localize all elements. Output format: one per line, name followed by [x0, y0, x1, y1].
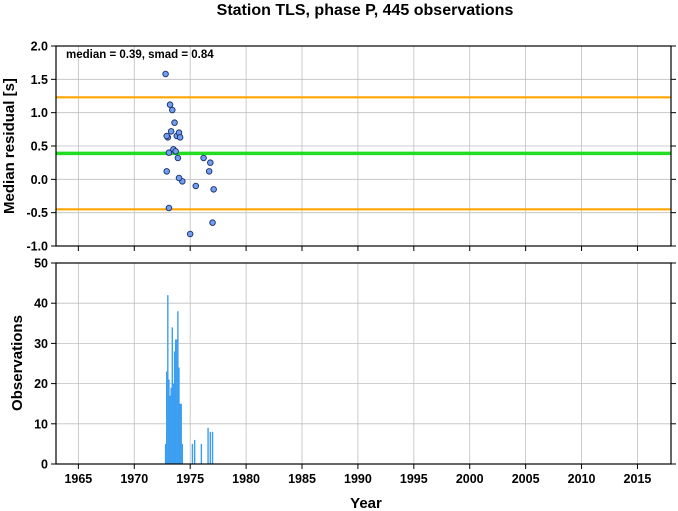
x-tick-label: 2000: [456, 472, 484, 486]
residual-point: [207, 159, 214, 166]
x-tick-label: 1980: [232, 472, 260, 486]
residual-y-tick-label: -1.0: [26, 240, 48, 254]
observations-bar: [173, 351, 176, 464]
residual-point: [166, 101, 174, 108]
x-tick-label: 1985: [288, 472, 316, 486]
observations-y-tick-label: 20: [34, 377, 48, 391]
residual-point: [165, 149, 173, 156]
observations-y-axis-label: Observations: [9, 315, 26, 411]
x-axis-label: Year: [350, 495, 382, 511]
residual-grid: [56, 45, 671, 247]
residual-y-tick-label: 0.5: [31, 140, 48, 154]
observations-bar: [167, 295, 169, 464]
observations-bar: [172, 383, 175, 464]
observations-plot-frame: [55, 262, 672, 465]
x-tick-label: 1965: [64, 472, 92, 486]
residual-point: [163, 168, 170, 175]
observations-bar: [193, 439, 196, 464]
observations-y-tick-label: 40: [34, 297, 48, 311]
observations-y-tick-label: 0: [41, 458, 48, 472]
observations-bars: [164, 295, 214, 464]
x-tick-label: 2010: [568, 472, 596, 486]
residual-point: [210, 186, 217, 193]
observations-y-tick-label: 30: [34, 337, 48, 351]
residual-y-tick-label: 1.5: [31, 73, 48, 87]
residual-point: [167, 128, 175, 135]
observations-bar: [209, 431, 212, 464]
observations-y-tick-label: 50: [34, 257, 48, 271]
residual-point: [175, 174, 183, 182]
observations-bar: [200, 443, 203, 464]
residual-point: [171, 119, 178, 126]
median-smad-annotation: median = 0.39, smad = 0.84: [66, 49, 214, 61]
residual-y-tick-label: 2.0: [31, 40, 48, 54]
x-tick-label: 2015: [624, 472, 652, 486]
x-tick-label: 1975: [176, 472, 204, 486]
chart-title: Station TLS, phase P, 445 observations: [217, 2, 514, 19]
observations-bar: [180, 403, 182, 464]
residual-y-tick-label: 1.0: [31, 106, 48, 120]
observations-y-tick-label: 10: [34, 417, 48, 431]
observations-bar: [164, 443, 167, 464]
observations-bar: [177, 311, 179, 464]
x-tick-label: 1970: [120, 472, 148, 486]
observations-grid: [56, 262, 671, 465]
observations-bar: [207, 427, 209, 464]
observations-bar: [166, 371, 168, 464]
x-tick-label: 1990: [344, 472, 372, 486]
residual-point: [165, 204, 173, 212]
observations-bar: [171, 327, 173, 464]
residual-points: [162, 70, 217, 238]
observations-bar: [174, 339, 177, 464]
residual-point: [172, 148, 179, 155]
residual-y-tick-label: -0.5: [26, 206, 48, 220]
residual-point: [176, 134, 184, 141]
observations-bar: [178, 367, 180, 464]
observations-ticks: 1965 1970 1975 1980 1985 1990 1995 2000 2005 2010…: [34, 257, 676, 486]
residual-point: [174, 154, 182, 162]
reference-lines: [56, 96, 671, 211]
residual-point: [162, 70, 169, 78]
observations-bar: [169, 395, 171, 464]
residual-ticks: -1.0 -0.5 0.0 0.5 1.0 1.5 2.0: [26, 40, 676, 254]
residual-point: [192, 182, 200, 190]
observations-bar: [179, 403, 181, 464]
observations-bar: [191, 443, 194, 464]
residual-point: [200, 154, 207, 162]
residual-point: [186, 230, 194, 238]
residual-panel: -1.0 -0.5 0.0 0.5 1.0 1.5 2.0 median = 0.39, s…: [1, 40, 676, 254]
observations-bar: [168, 379, 170, 464]
observations-bar: [181, 443, 184, 464]
residual-point: [205, 168, 213, 175]
residual-y-tick-label: 0.0: [31, 173, 48, 187]
x-tick-label: 2005: [512, 472, 540, 486]
observations-bar: [170, 387, 172, 464]
residual-point: [169, 106, 176, 114]
x-tick-label: 1995: [400, 472, 428, 486]
residual-point: [163, 132, 170, 140]
residual-y-axis-label: Median residual [s]: [1, 78, 18, 214]
observations-bar: [176, 339, 178, 464]
observations-bar: [211, 431, 214, 464]
observations-panel: 1965 1970 1975 1980 1985 1990 1995 2000 2005 2010…: [9, 257, 676, 511]
residual-point: [209, 219, 216, 226]
